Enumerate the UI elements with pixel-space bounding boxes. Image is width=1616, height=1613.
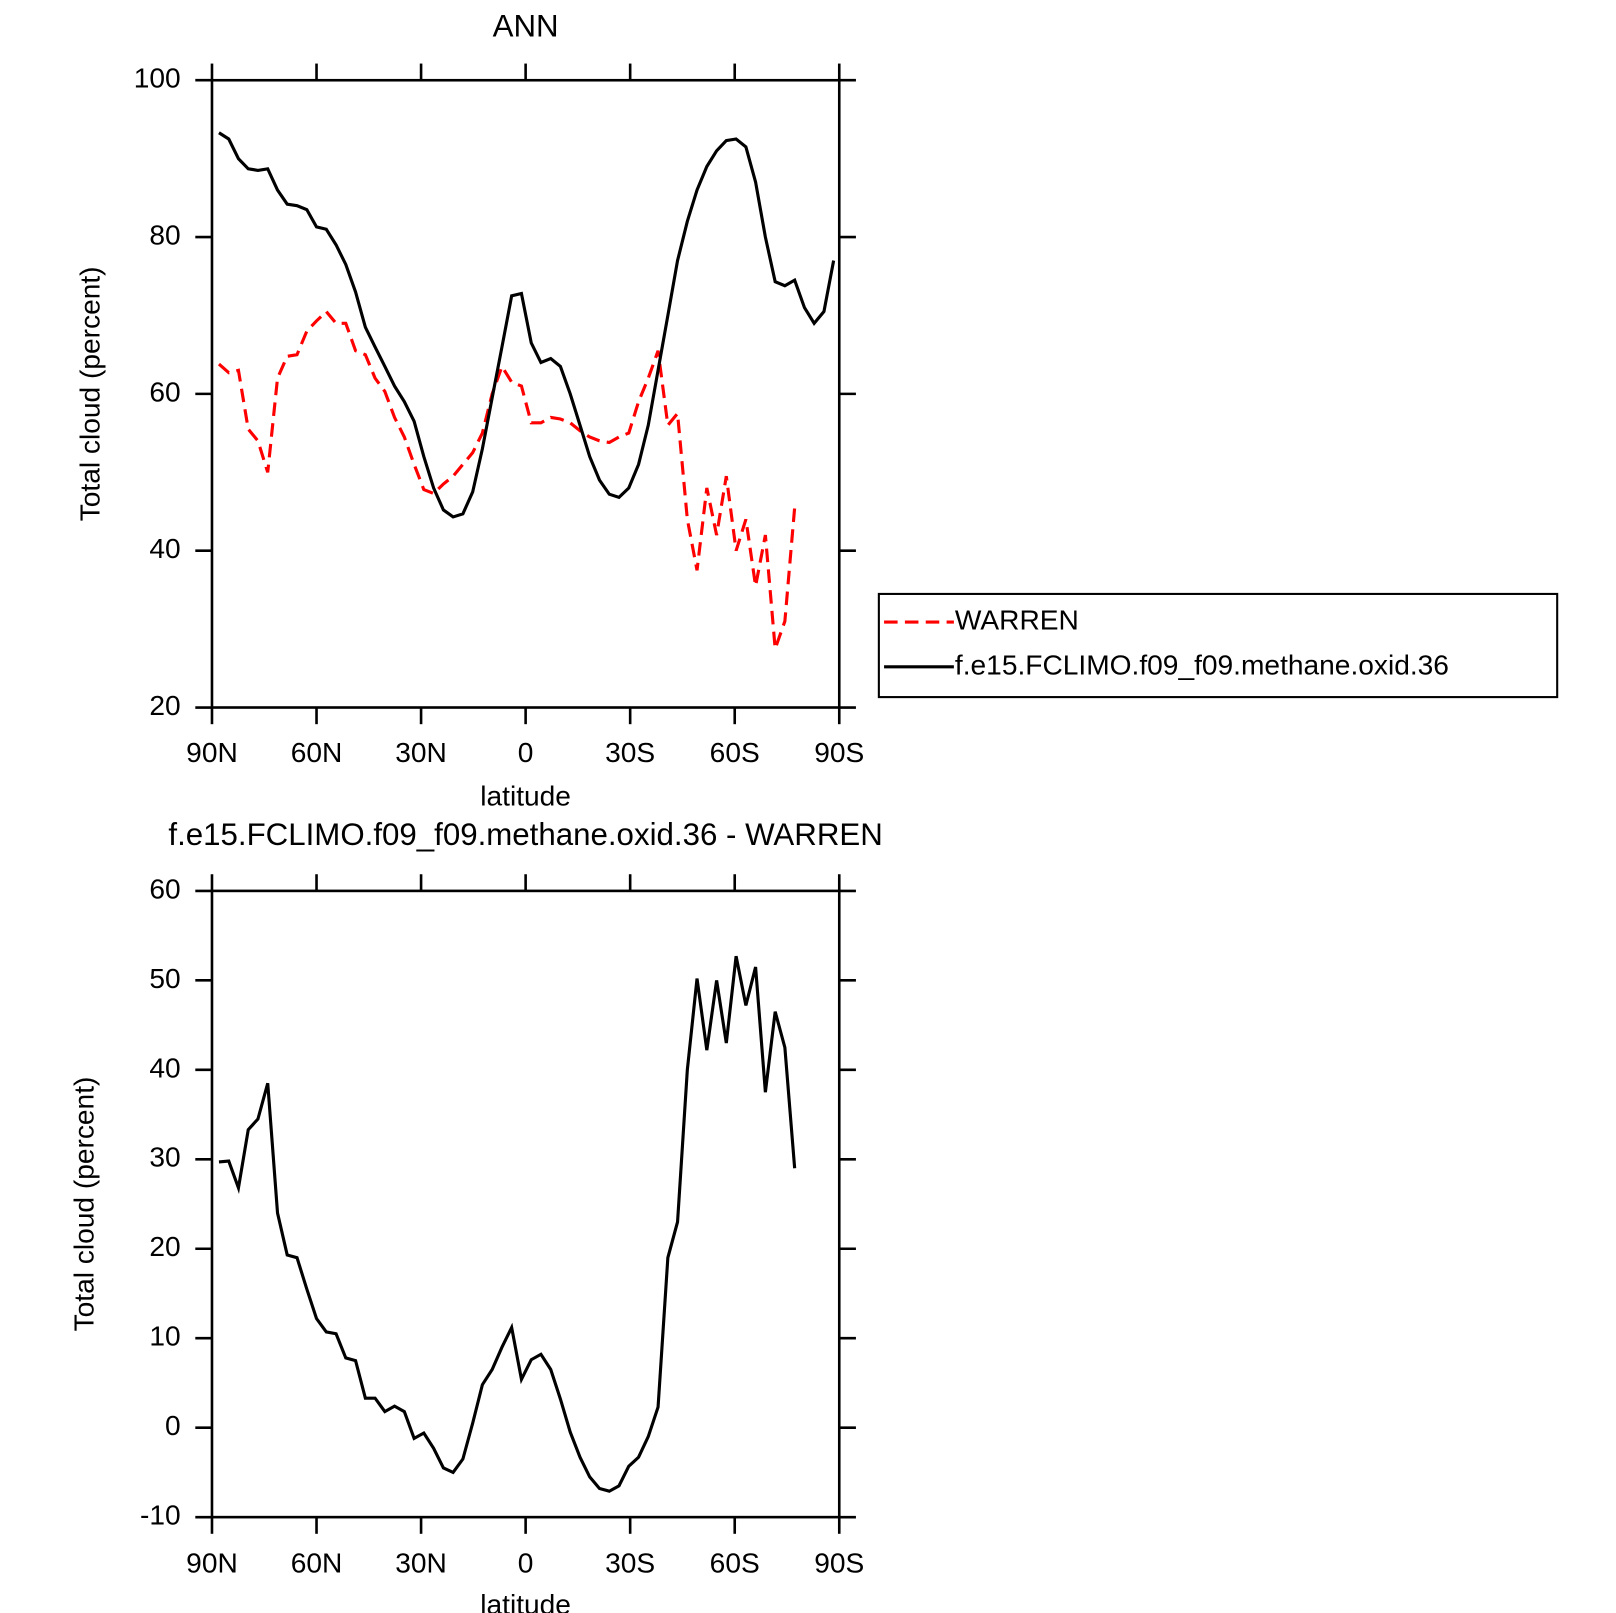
- y-tick-label: 30: [149, 1142, 180, 1173]
- y-tick-label: 20: [149, 1231, 180, 1262]
- x-tick-label: 30N: [395, 737, 447, 768]
- x-axis-label: latitude: [480, 1589, 571, 1613]
- y-tick-label: 40: [149, 1052, 180, 1083]
- x-axis-label: latitude: [480, 781, 571, 812]
- plot-frame: [210, 889, 841, 1519]
- x-tick-label: 30N: [395, 1548, 447, 1579]
- legend-label: WARREN: [955, 605, 1079, 636]
- y-tick-label: 80: [149, 219, 180, 250]
- data-line: [217, 309, 797, 650]
- y-tick-label: 60: [149, 873, 180, 904]
- y-tick-label: 0: [165, 1410, 181, 1441]
- x-tick-label: 90N: [186, 737, 238, 768]
- x-tick-label: 0: [518, 737, 534, 768]
- chart-title: f.e15.FCLIMO.f09_f09.methane.oxid.36 - W…: [168, 817, 882, 852]
- x-tick-label: 90N: [186, 1548, 238, 1579]
- data-line: [218, 955, 797, 1493]
- y-tick-label: -10: [140, 1500, 181, 1531]
- y-tick-label: 50: [149, 963, 180, 994]
- y-tick-label: 40: [149, 533, 180, 564]
- x-tick-label: 60N: [291, 1548, 343, 1579]
- y-axis-label: Total cloud (percent): [75, 266, 106, 521]
- plot-frame: [210, 78, 841, 709]
- x-tick-label: 60S: [710, 737, 760, 768]
- y-tick-label: 10: [149, 1321, 180, 1352]
- y-axis-label: Total cloud (percent): [68, 1077, 99, 1332]
- x-tick-label: 30S: [605, 1548, 655, 1579]
- x-tick-label: 60N: [291, 737, 343, 768]
- chart-title: ANN: [493, 8, 559, 43]
- y-tick-label: 60: [149, 376, 180, 407]
- x-tick-label: 60S: [710, 1548, 760, 1579]
- x-tick-label: 90S: [814, 1548, 864, 1579]
- x-tick-label: 90S: [814, 737, 864, 768]
- data-line: [218, 131, 836, 519]
- legend-label: f.e15.FCLIMO.f09_f09.methane.oxid.36: [955, 649, 1449, 680]
- legend-box: [877, 592, 1559, 699]
- x-tick-label: 0: [518, 1548, 534, 1579]
- y-tick-label: 20: [149, 690, 180, 721]
- x-tick-label: 30S: [605, 737, 655, 768]
- y-tick-label: 100: [134, 63, 181, 94]
